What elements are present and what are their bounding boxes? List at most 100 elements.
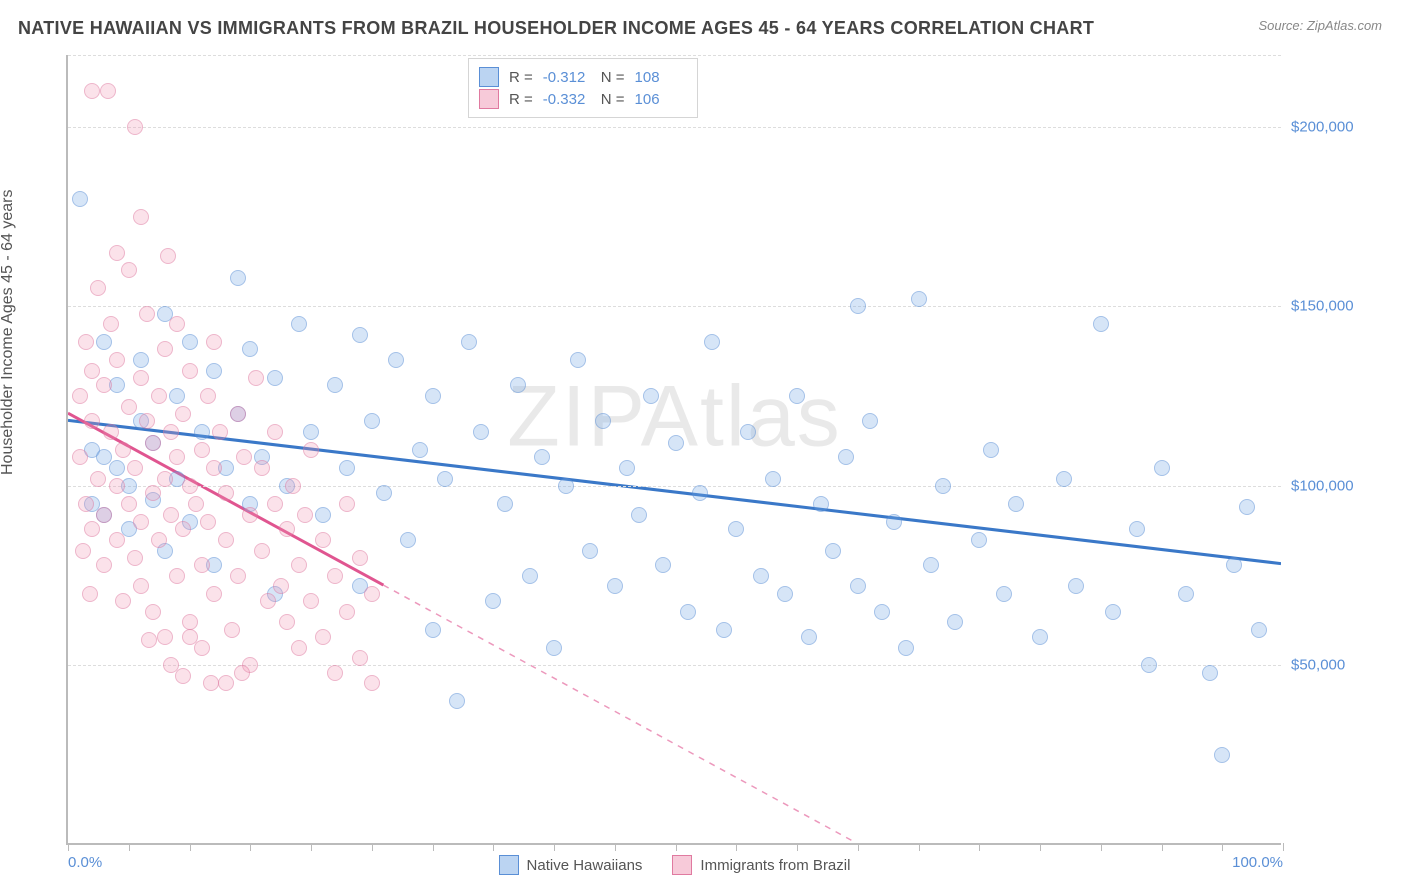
legend-item-immigrants-brazil: Immigrants from Brazil	[672, 855, 850, 875]
data-point	[911, 291, 927, 307]
legend-row-pink: R = -0.332 N = 106	[479, 89, 683, 109]
data-point	[862, 413, 878, 429]
data-point	[327, 665, 343, 681]
data-point	[236, 449, 252, 465]
x-tick	[311, 843, 312, 851]
data-point	[267, 496, 283, 512]
data-point	[740, 424, 756, 440]
data-point	[127, 550, 143, 566]
data-point	[206, 363, 222, 379]
data-point	[279, 614, 295, 630]
data-point	[704, 334, 720, 350]
data-point	[169, 449, 185, 465]
data-point	[971, 532, 987, 548]
x-tick	[250, 843, 251, 851]
data-point	[935, 478, 951, 494]
data-point	[364, 675, 380, 691]
data-point	[315, 507, 331, 523]
data-point	[169, 388, 185, 404]
x-tick	[736, 843, 737, 851]
chart-container: Householder Income Ages 45 - 64 years ZI…	[18, 55, 1388, 885]
data-point	[327, 568, 343, 584]
data-point	[121, 399, 137, 415]
data-point	[133, 352, 149, 368]
data-point	[96, 377, 112, 393]
data-point	[194, 640, 210, 656]
data-point	[133, 370, 149, 386]
r-label: R =	[509, 91, 533, 108]
data-point	[230, 406, 246, 422]
data-point	[139, 413, 155, 429]
data-point	[242, 341, 258, 357]
data-point	[437, 471, 453, 487]
data-point	[886, 514, 902, 530]
data-point	[631, 507, 647, 523]
data-point	[315, 532, 331, 548]
data-point	[75, 543, 91, 559]
data-point	[291, 316, 307, 332]
data-point	[838, 449, 854, 465]
data-point	[297, 507, 313, 523]
data-point	[212, 424, 228, 440]
data-point	[103, 316, 119, 332]
data-point	[194, 557, 210, 573]
data-point	[151, 532, 167, 548]
data-point	[534, 449, 550, 465]
data-point	[850, 298, 866, 314]
x-tick	[1162, 843, 1163, 851]
data-point	[115, 442, 131, 458]
data-point	[1068, 578, 1084, 594]
data-point	[364, 586, 380, 602]
data-point	[1214, 747, 1230, 763]
data-point	[242, 507, 258, 523]
data-point	[254, 543, 270, 559]
data-point	[485, 593, 501, 609]
n-label: N =	[601, 91, 625, 108]
data-point	[145, 485, 161, 501]
data-point	[267, 370, 283, 386]
data-point	[163, 424, 179, 440]
data-point	[364, 413, 380, 429]
x-tick	[1040, 843, 1041, 851]
data-point	[570, 352, 586, 368]
data-point	[109, 245, 125, 261]
gridline-h	[68, 306, 1281, 307]
data-point	[789, 388, 805, 404]
data-point	[230, 568, 246, 584]
data-point	[273, 578, 289, 594]
x-tick	[797, 843, 798, 851]
data-point	[595, 413, 611, 429]
data-point	[352, 550, 368, 566]
x-tick-label: 100.0%	[1232, 854, 1283, 871]
data-point	[218, 485, 234, 501]
data-point	[619, 460, 635, 476]
correlation-legend: R = -0.312 N = 108 R = -0.332 N = 106	[468, 58, 698, 118]
data-point	[169, 568, 185, 584]
swatch-pink	[672, 855, 692, 875]
swatch-blue	[479, 67, 499, 87]
data-point	[1105, 604, 1121, 620]
data-point	[218, 532, 234, 548]
data-point	[339, 496, 355, 512]
data-point	[109, 460, 125, 476]
data-point	[692, 485, 708, 501]
data-point	[109, 478, 125, 494]
data-point	[194, 424, 210, 440]
x-tick	[858, 843, 859, 851]
data-point	[109, 352, 125, 368]
data-point	[248, 370, 264, 386]
data-point	[1226, 557, 1242, 573]
data-point	[1093, 316, 1109, 332]
data-point	[254, 460, 270, 476]
data-point	[188, 496, 204, 512]
series-legend: Native Hawaiians Immigrants from Brazil	[68, 855, 1281, 875]
data-point	[96, 557, 112, 573]
data-point	[388, 352, 404, 368]
x-tick	[433, 843, 434, 851]
data-point	[315, 629, 331, 645]
data-point	[352, 650, 368, 666]
data-point	[141, 632, 157, 648]
chart-title: NATIVE HAWAIIAN VS IMMIGRANTS FROM BRAZI…	[18, 18, 1094, 39]
data-point	[127, 119, 143, 135]
data-point	[339, 604, 355, 620]
